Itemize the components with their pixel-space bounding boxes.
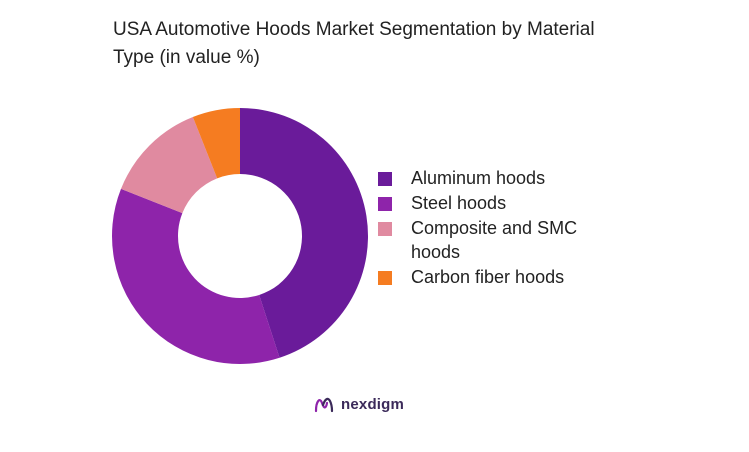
slice-aluminum (240, 108, 368, 358)
legend-swatch-composite (378, 222, 392, 236)
slice-carbon-fiber (192, 108, 240, 179)
legend-label-aluminum: Aluminum hoods (411, 168, 546, 188)
legend-label-composite: Composite and SMC hoods (411, 218, 578, 262)
legend-item-aluminum: Aluminum hoods (378, 166, 628, 190)
slice-composite (120, 116, 218, 214)
legend-swatch-carbon-fiber (378, 271, 392, 285)
brand-name: nexdigm (341, 395, 405, 413)
chart-title: USA Automotive Hoods Market Segmentation… (113, 19, 595, 68)
legend-label-carbon-fiber: Carbon fiber hoods (411, 267, 565, 287)
legend-item-steel: Steel hoods (378, 191, 628, 215)
legend-swatch-aluminum (378, 172, 392, 186)
slice-steel (112, 188, 280, 364)
legend-item-composite: Composite and SMC hoods (378, 216, 628, 264)
chart-legend: Aluminum hoods Steel hoods Composite and… (378, 166, 628, 290)
donut-chart (112, 108, 368, 364)
legend-item-carbon-fiber: Carbon fiber hoods (378, 265, 628, 289)
nexdigm-logo-icon (314, 397, 334, 413)
legend-label-steel: Steel hoods (411, 193, 507, 213)
brand-logo: nexdigm (313, 393, 404, 415)
legend-swatch-steel (378, 197, 392, 211)
